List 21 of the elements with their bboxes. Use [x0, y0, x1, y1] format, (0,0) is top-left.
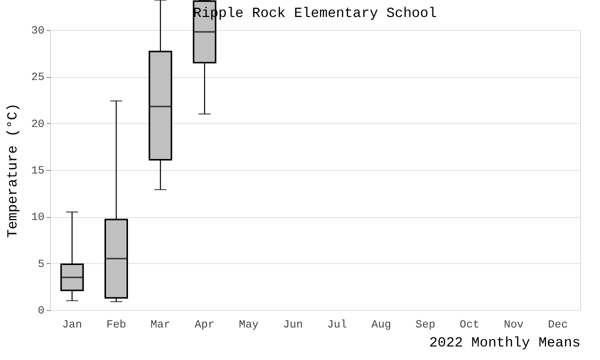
y-tick-label: 5: [38, 258, 44, 271]
x-tick-label: Jun: [283, 320, 303, 332]
y-tick-label: 15: [31, 166, 44, 178]
x-tick-label: Jul: [327, 320, 347, 332]
x-tick-label: Sep: [416, 320, 436, 332]
y-tick-label: 10: [31, 212, 44, 224]
x-tick-label: Mar: [150, 320, 170, 332]
x-tick-label: Nov: [504, 320, 524, 332]
x-tick-label: Feb: [106, 320, 126, 332]
x-tick-label: Dec: [548, 320, 568, 332]
y-tick-label: 25: [31, 72, 44, 84]
x-axis-title: 2022 Monthly Means: [429, 336, 580, 352]
x-tick-label: Aug: [371, 320, 392, 332]
x-tick-label: Apr: [194, 320, 214, 332]
y-tick-label: 20: [31, 118, 44, 131]
x-tick-label: May: [238, 320, 260, 332]
y-axis-title: Temperature (°C): [5, 103, 22, 238]
y-tick-label: 0: [38, 306, 44, 318]
y-tick-label: 30: [31, 26, 44, 38]
x-tick-label: Oct: [460, 320, 480, 332]
x-tick-label: Jan: [62, 320, 82, 332]
